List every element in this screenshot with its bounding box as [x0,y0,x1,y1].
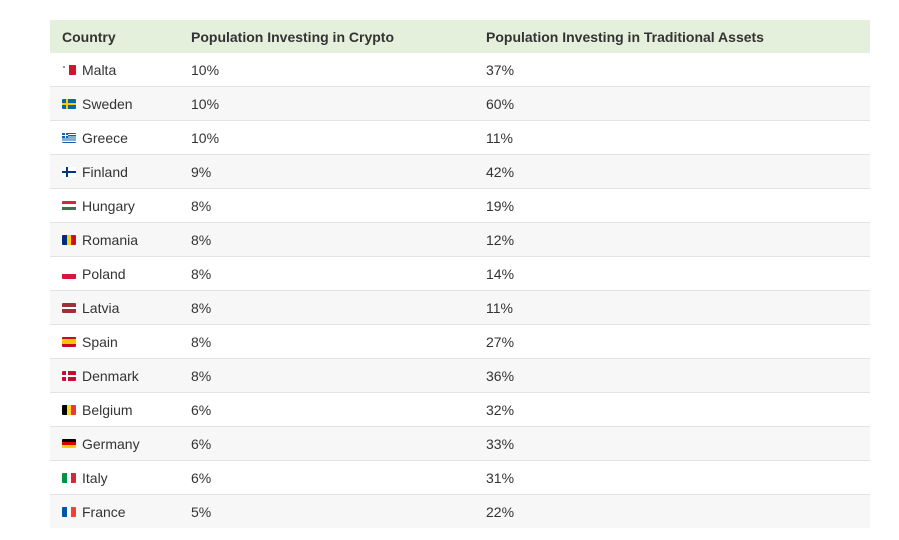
column-header-country[interactable]: Country [62,28,116,45]
table-row: Poland 8% 14% [50,256,870,291]
country-cell: Spain [50,325,179,359]
country-name: Belgium [82,401,133,418]
table-row: Latvia 8% 11% [50,290,870,325]
country-name: Sweden [82,95,133,112]
table-row: Belgium 6% 32% [50,392,870,427]
table-row: Romania 8% 12% [50,222,870,257]
country-name: Denmark [82,367,139,384]
crypto-value-cell: 8% [191,265,212,282]
traditional-value-cell: 32% [486,401,515,418]
denmark-flag-icon [62,370,76,381]
country-name: Germany [82,435,140,452]
country-name: Spain [82,333,118,350]
country-cell: Germany [50,427,179,461]
country-name: Greece [82,129,128,146]
traditional-value-cell: 27% [486,333,515,350]
country-cell: Poland [50,257,179,291]
crypto-value-cell: 5% [191,503,212,520]
crypto-value-cell: 6% [191,401,212,418]
crypto-value-cell: 10% [191,95,220,112]
country-name: Romania [82,231,139,248]
finland-flag-icon [62,166,76,177]
traditional-value-cell: 11% [486,129,513,146]
country-cell: Belgium [50,393,179,427]
table-row: Sweden 10% 60% [50,86,870,121]
greece-flag-icon [62,132,76,143]
country-cell: France [50,495,179,529]
belgium-flag-icon [62,404,76,415]
table-header: Country Population Investing in Crypto P… [50,20,870,53]
malta-flag-icon [62,64,76,75]
sweden-flag-icon [62,98,76,109]
crypto-value-cell: 8% [191,333,212,350]
crypto-value-cell: 9% [191,163,212,180]
crypto-value-cell: 8% [191,299,212,316]
country-name: Italy [82,469,108,486]
country-cell: Romania [50,223,179,257]
crypto-value-cell: 10% [191,129,220,146]
country-name: Malta [82,61,117,78]
country-name: Hungary [82,197,135,214]
country-cell: Latvia [50,291,179,325]
traditional-value-cell: 37% [486,61,515,78]
crypto-value-cell: 8% [191,231,212,248]
hungary-flag-icon [62,200,76,211]
crypto-value-cell: 8% [191,197,212,214]
france-flag-icon [62,506,76,517]
country-cell: Italy [50,461,179,495]
table-row: Spain 8% 27% [50,324,870,359]
traditional-value-cell: 31% [486,469,515,486]
traditional-value-cell: 60% [486,95,515,112]
table-row: Malta 10% 37% [50,53,870,87]
traditional-value-cell: 12% [486,231,515,248]
country-name: Poland [82,265,126,282]
crypto-value-cell: 6% [191,469,212,486]
crypto-value-cell: 8% [191,367,212,384]
country-cell: Finland [50,155,179,189]
traditional-value-cell: 11% [486,299,513,316]
traditional-value-cell: 36% [486,367,515,384]
latvia-flag-icon [62,302,76,313]
crypto-value-cell: 10% [191,61,220,78]
table-row: Greece 10% 11% [50,120,870,155]
table-row: Hungary 8% 19% [50,188,870,223]
country-cell: Denmark [50,359,179,393]
country-cell: Hungary [50,189,179,223]
crypto-value-cell: 6% [191,435,212,452]
italy-flag-icon [62,472,76,483]
germany-flag-icon [62,438,76,449]
romania-flag-icon [62,234,76,245]
column-header-crypto[interactable]: Population Investing in Crypto [191,28,394,45]
traditional-value-cell: 33% [486,435,515,452]
column-header-traditional[interactable]: Population Investing in Traditional Asse… [486,28,764,45]
country-cell: Sweden [50,87,179,121]
crypto-investment-table: Country Population Investing in Crypto P… [50,20,870,528]
table-body: Malta 10% 37% Sweden 10% 60% Greece 10% 11% Finla… [50,53,870,528]
traditional-value-cell: 22% [486,503,515,520]
table-row: Finland 9% 42% [50,154,870,189]
traditional-value-cell: 14% [486,265,515,282]
table-row: Denmark 8% 36% [50,358,870,393]
country-cell: Malta [50,53,179,87]
country-name: France [82,503,126,520]
country-cell: Greece [50,121,179,155]
table-row: France 5% 22% [50,494,870,529]
spain-flag-icon [62,336,76,347]
traditional-value-cell: 19% [486,197,515,214]
table-row: Germany 6% 33% [50,426,870,461]
country-name: Finland [82,163,128,180]
table-row: Italy 6% 31% [50,460,870,495]
poland-flag-icon [62,268,76,279]
header-row: Country Population Investing in Crypto P… [50,20,870,53]
country-name: Latvia [82,299,120,316]
table-container: Country Population Investing in Crypto P… [50,20,870,528]
traditional-value-cell: 42% [486,163,515,180]
